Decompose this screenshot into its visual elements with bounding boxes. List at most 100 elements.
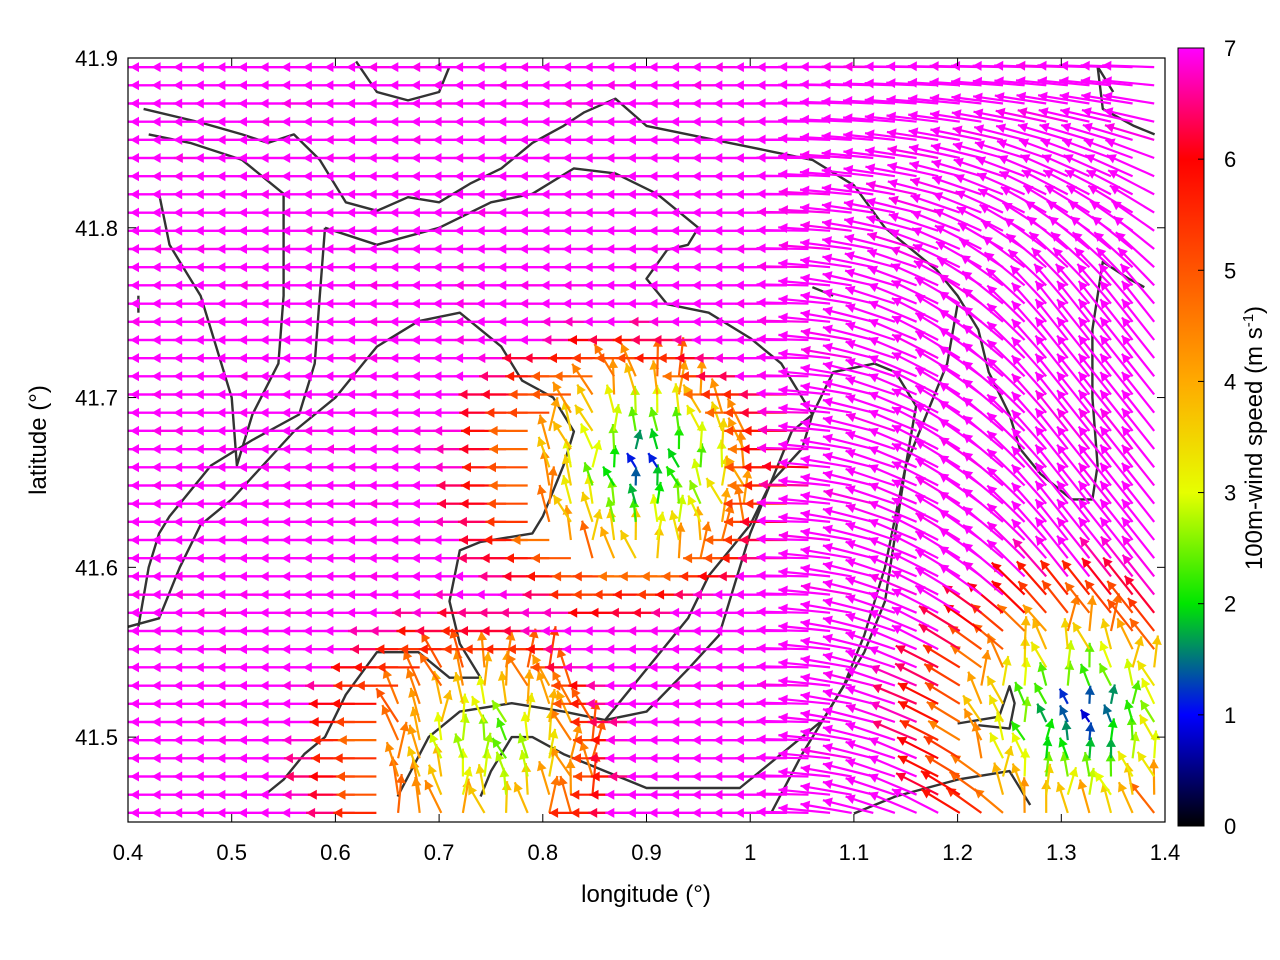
wind-arrow-head (194, 116, 204, 127)
wind-arrow-head (778, 223, 788, 233)
wind-arrow-head (259, 789, 269, 800)
wind-arrow-head (396, 626, 406, 636)
wind-arrow-head (194, 262, 204, 273)
wind-arrow-head (626, 735, 636, 746)
wind-arrow-head (713, 662, 723, 673)
wind-arrow-head (979, 204, 990, 214)
wind-arrow-head (626, 189, 636, 200)
wind-arrow-head (87, 317, 96, 327)
wind-arrow-head (475, 62, 485, 73)
wind-arrow-head (477, 631, 488, 641)
wind-arrow-head (194, 153, 204, 163)
wind-arrow-head (626, 698, 636, 709)
wind-arrow-head (130, 407, 139, 418)
wind-arrow-head (1011, 373, 1022, 384)
wind-arrow-head (1080, 709, 1091, 720)
wind-arrow-head (864, 112, 875, 123)
wind-arrow-head (432, 535, 442, 545)
wind-arrow-head (281, 298, 291, 309)
wind-arrow-head (389, 553, 399, 564)
wind-arrow-head (130, 116, 139, 127)
wind-arrow-head (194, 516, 204, 527)
wind-arrow-head (432, 207, 442, 218)
wind-arrow-head (583, 244, 593, 254)
wind-arrow-head (822, 361, 833, 371)
wind-arrow-head (821, 166, 832, 177)
wind-arrow-head (1035, 317, 1045, 328)
wind-arrow-head (640, 571, 650, 582)
wind-arrow-head (843, 96, 853, 106)
wind-arrow-head (1078, 299, 1089, 310)
wind-arrow-head (485, 516, 495, 527)
wind-arrow-head (670, 244, 680, 254)
wind-arrow-head (691, 207, 701, 218)
wind-arrow-head (487, 462, 496, 473)
wind-arrow-head (151, 298, 161, 309)
wind-arrow-head (713, 335, 723, 345)
wind-arrow-head (921, 771, 932, 781)
wind-arrow-head (130, 225, 139, 236)
wind-arrow-head (368, 425, 378, 436)
wind-arrow-head (691, 298, 701, 309)
wind-arrow-head (800, 636, 811, 647)
wind-arrow-head (648, 262, 658, 273)
wind-arrow-head (670, 189, 680, 200)
wind-arrow-head (173, 480, 183, 491)
y-axis-title: latitude (°) (25, 385, 52, 495)
wind-arrow-head (799, 97, 809, 108)
wind-arrow-head (822, 652, 833, 662)
wind-arrow-head (691, 262, 701, 273)
wind-arrow-head (395, 774, 406, 784)
wind-arrow-head (734, 98, 744, 109)
wind-arrow-head (475, 189, 485, 200)
wind-arrow-head (666, 466, 676, 477)
wind-arrow-head (418, 644, 428, 655)
wind-arrow-head (216, 407, 226, 418)
wind-arrow-head (389, 425, 399, 436)
wind-arrow-head (1118, 782, 1128, 793)
wind-arrow-head (540, 80, 550, 91)
wind-arrow-head (432, 280, 442, 291)
wind-arrow-head (734, 680, 744, 691)
wind-arrow-head (727, 398, 737, 409)
wind-arrow-head (1016, 60, 1026, 71)
wind-arrow-head (324, 407, 334, 418)
wind-arrow-head (670, 116, 680, 127)
wind-arrow-head (923, 736, 935, 746)
wind-arrow-head (605, 753, 615, 764)
wind-arrow-head (518, 225, 528, 236)
wind-arrow-head (845, 285, 856, 296)
wind-arrow-head (238, 807, 247, 818)
wind-arrow-head (442, 644, 452, 655)
wind-arrow-head (626, 280, 636, 291)
wind-arrow-head (87, 753, 96, 763)
wind-arrow-head (891, 315, 903, 325)
wind-arrow-head (540, 134, 550, 145)
wind-arrow-head (713, 626, 723, 636)
wind-arrow-head (108, 153, 117, 163)
wind-arrow-head (389, 589, 399, 600)
wind-arrow-head (1031, 248, 1042, 258)
wind-arrow-head (518, 98, 528, 109)
wind-arrow-head (670, 607, 680, 618)
wind-arrow-head (238, 644, 247, 655)
wind-arrow-head (891, 552, 903, 562)
wind-arrow-head (389, 407, 399, 418)
wind-arrow-head (1099, 641, 1109, 652)
wind-arrow-head (738, 389, 748, 400)
wind-arrow-head (281, 807, 291, 818)
wind-arrow-head (130, 298, 139, 309)
wind-arrow-head (305, 680, 315, 691)
wind-arrow-head (821, 79, 831, 90)
wind-arrow-head (433, 516, 443, 527)
wind-arrow-head (151, 698, 161, 709)
wind-arrow-head (679, 571, 689, 582)
wind-arrow-head (843, 61, 853, 72)
wind-arrow-head (929, 61, 939, 72)
wind-arrow-head (872, 684, 883, 694)
wind-arrow-head (367, 535, 377, 545)
wind-arrow-head (1057, 535, 1067, 546)
wind-arrow-head (579, 520, 590, 531)
wind-arrow-head (626, 134, 636, 145)
wind-arrow-head (987, 676, 997, 687)
